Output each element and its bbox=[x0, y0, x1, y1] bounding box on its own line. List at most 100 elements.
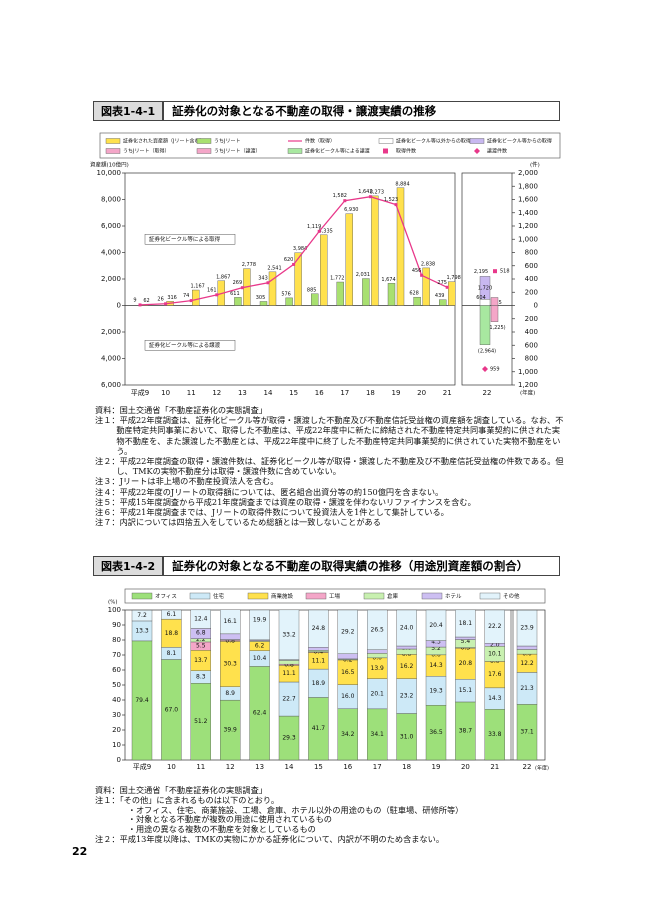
data-label: 12.4 bbox=[194, 616, 208, 623]
line-point bbox=[164, 302, 168, 306]
note: 注５：平成15年度調査から平成21年度調査までは資産の取得・譲渡を伴わないリファ… bbox=[95, 496, 476, 507]
data-label: 31.0 bbox=[400, 733, 414, 740]
total-label: 2,195 bbox=[474, 269, 488, 275]
note: 注３：Jリートは非上場の不動産投資法人を含む。 bbox=[95, 476, 279, 487]
data-label: 8.1 bbox=[167, 650, 177, 657]
y2-tick-label: 200 bbox=[525, 288, 538, 296]
legend-label: うちJリート bbox=[214, 139, 240, 145]
note: 注２：平成13年度以降は、TMKの実物にかかる証券化について、内訳が不明のため含… bbox=[95, 833, 445, 844]
legend-label: 件数（取得） bbox=[305, 138, 335, 145]
x-tick-label: 14 bbox=[285, 763, 294, 771]
y2-tick-label: 1,200 bbox=[518, 222, 538, 230]
x-tick-label: 平成9 bbox=[133, 762, 151, 771]
bar-segment bbox=[278, 609, 300, 660]
bar bbox=[422, 267, 430, 306]
note: 注７：内訳については四捨五入をしているため総額とは一致しないことがある bbox=[95, 517, 381, 528]
bar-segment bbox=[190, 609, 212, 629]
data-label: 9 bbox=[133, 297, 136, 303]
legend-label: 証券化ビークル等による譲渡 bbox=[305, 148, 370, 155]
bar bbox=[387, 283, 396, 306]
y2-tick-label: 1,400 bbox=[518, 209, 538, 217]
data-label: 33.2 bbox=[282, 631, 296, 638]
line-point bbox=[266, 281, 270, 285]
data-label: 8,273 bbox=[370, 189, 384, 195]
legend-box bbox=[99, 132, 561, 159]
y-tick-label: 70 bbox=[112, 651, 121, 659]
y-tick-label: 8,000 bbox=[101, 196, 121, 204]
data-label: 6.2 bbox=[255, 643, 265, 650]
legend-label: 倉庫 bbox=[387, 592, 399, 600]
legend-marker bbox=[131, 592, 153, 600]
data-label: 62.4 bbox=[253, 710, 267, 717]
legend-marker bbox=[474, 148, 480, 154]
y2-tick-label: 1,800 bbox=[518, 182, 538, 190]
bar-segment bbox=[337, 653, 358, 660]
legend-marker bbox=[378, 138, 394, 144]
page-number: 22 bbox=[72, 845, 88, 858]
legend-marker bbox=[479, 592, 501, 600]
y-tick-label: 0 bbox=[117, 302, 121, 310]
x-tick-label: 16 bbox=[315, 389, 324, 397]
data-label: 37.1 bbox=[520, 729, 534, 736]
x-tick-label: 17 bbox=[340, 389, 349, 397]
bar bbox=[413, 296, 421, 306]
bar bbox=[479, 276, 491, 300]
legend-label: うちJリート（譲渡） bbox=[214, 148, 260, 155]
data-label: 611 bbox=[230, 291, 240, 297]
y2-tick-label: 1,200 bbox=[518, 381, 538, 389]
bar bbox=[336, 281, 344, 306]
note: 注１：「その他」に含まれるものは以下のとおり。 bbox=[95, 794, 280, 805]
legend-marker bbox=[247, 592, 269, 600]
x-tick-label: 19 bbox=[432, 763, 441, 771]
data-label: 16.5 bbox=[341, 669, 355, 676]
legend-marker bbox=[421, 592, 443, 600]
data-label: 0.8 bbox=[225, 637, 235, 644]
x-tick-label: 13 bbox=[238, 389, 247, 397]
note: 注２：平成22年度調査の取得・譲渡件数は、証券化ビークル等が取得・譲渡した不動産… bbox=[95, 456, 564, 477]
data-label: 62 bbox=[143, 298, 149, 304]
bar bbox=[448, 281, 456, 306]
note: 資料：国土交通省「不動産証券化の実態調査」 bbox=[95, 785, 267, 795]
line-point bbox=[317, 229, 321, 233]
x-tick-label: 20 bbox=[461, 763, 470, 771]
data-label: 959 bbox=[490, 367, 500, 373]
annotation: 証券化ビークル等による譲渡 bbox=[149, 341, 221, 349]
x-tick-label: 12 bbox=[226, 763, 235, 771]
data-label: 29.2 bbox=[341, 628, 355, 635]
x-unit: (年度) bbox=[535, 765, 549, 772]
data-label: 11.1 bbox=[312, 657, 326, 664]
y-tick-label: 4,000 bbox=[101, 249, 121, 257]
legend-marker bbox=[383, 148, 388, 154]
data-label: 0.8 bbox=[284, 661, 294, 668]
data-label: 79.4 bbox=[135, 697, 149, 704]
x-tick-label: 10 bbox=[167, 763, 176, 771]
data-label: 620 bbox=[284, 257, 294, 263]
data-label: 8,884 bbox=[395, 181, 409, 187]
data-label: 456 bbox=[412, 268, 422, 274]
data-label: 885 bbox=[307, 287, 317, 293]
legend-marker bbox=[363, 592, 385, 600]
data-label: 316 bbox=[167, 295, 177, 301]
bar-segment bbox=[249, 609, 270, 641]
data-label: 16.2 bbox=[400, 663, 414, 670]
data-label: 20.4 bbox=[429, 622, 443, 629]
data-label: 1,119 bbox=[307, 224, 321, 230]
bar bbox=[371, 195, 379, 306]
data-label: 439 bbox=[435, 293, 445, 299]
data-label: 7.2 bbox=[137, 612, 147, 619]
data-label: 20.1 bbox=[371, 690, 385, 697]
line-point bbox=[189, 299, 193, 303]
data-label: (1,225) bbox=[487, 325, 505, 331]
data-label: 23.9 bbox=[520, 625, 534, 632]
legend-marker bbox=[469, 138, 485, 144]
y-tick-label: 20 bbox=[112, 726, 121, 734]
data-label: 34.2 bbox=[341, 731, 355, 738]
data-label: 4.3 bbox=[431, 638, 441, 645]
line-point bbox=[368, 195, 372, 199]
line-point bbox=[394, 203, 398, 207]
data-label: 2,541 bbox=[267, 265, 281, 271]
data-label: 1,582 bbox=[333, 193, 347, 199]
y-tick-label: 60 bbox=[112, 666, 121, 674]
